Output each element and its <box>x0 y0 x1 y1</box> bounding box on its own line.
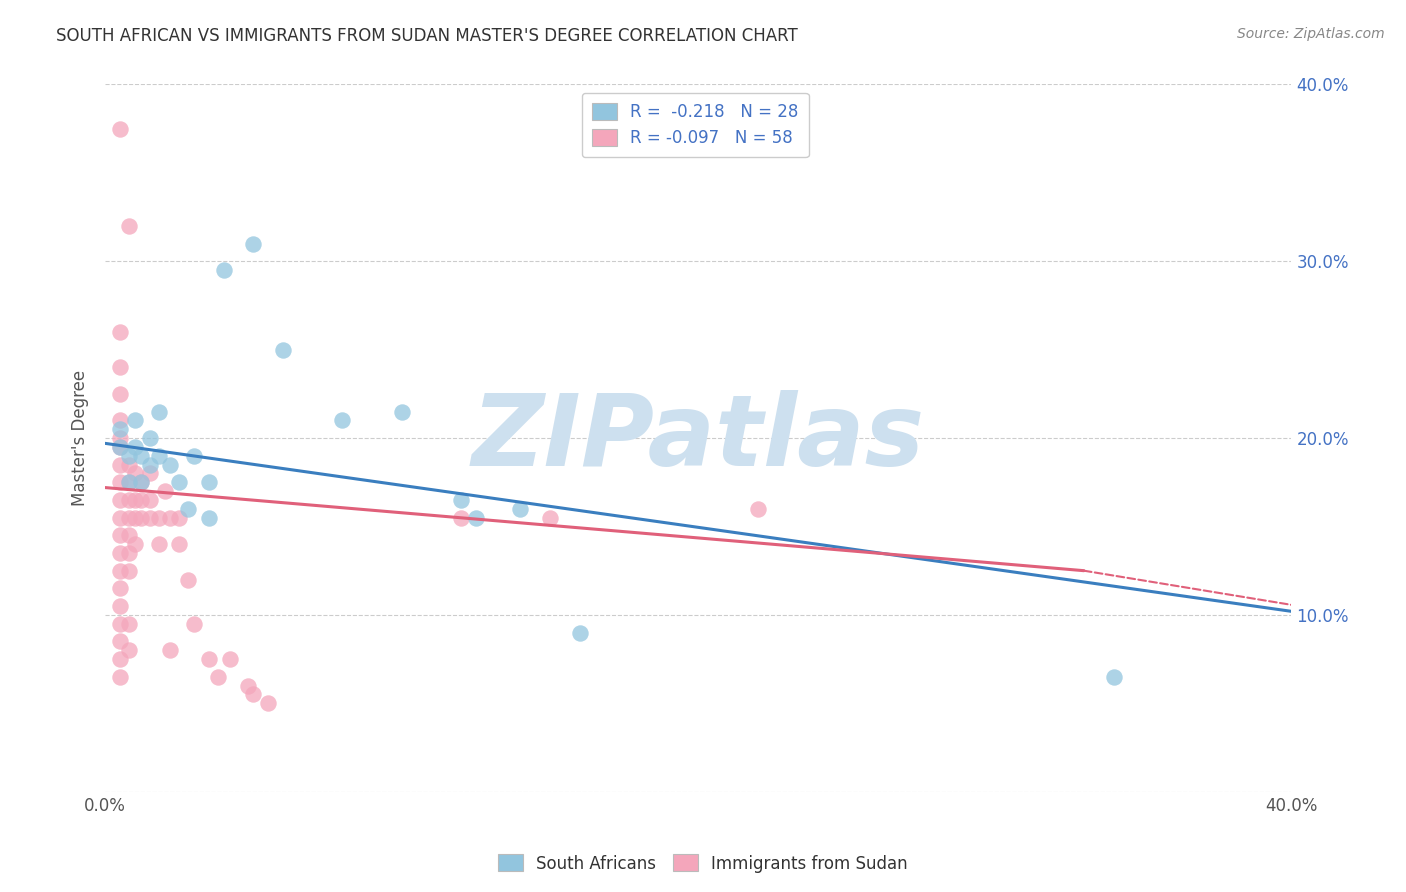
Point <box>129 475 152 490</box>
Point <box>108 458 131 472</box>
Point <box>153 484 176 499</box>
Point <box>108 634 131 648</box>
Point <box>138 510 160 524</box>
Point <box>118 449 141 463</box>
Point <box>257 696 280 710</box>
Point <box>236 679 259 693</box>
Point <box>118 510 141 524</box>
Point <box>271 343 294 357</box>
Point <box>450 492 472 507</box>
Point <box>108 599 131 613</box>
Point <box>108 616 131 631</box>
Point <box>124 413 146 427</box>
Point <box>108 652 131 666</box>
Point <box>148 537 170 551</box>
Point <box>568 625 591 640</box>
Point <box>124 492 146 507</box>
Point <box>108 564 131 578</box>
Point <box>124 440 146 454</box>
Point <box>138 467 160 481</box>
Point <box>148 510 170 524</box>
Point <box>198 475 221 490</box>
Point <box>108 325 131 339</box>
Text: ZIPatlas: ZIPatlas <box>472 390 925 486</box>
Point <box>129 492 152 507</box>
Point <box>129 510 152 524</box>
Point <box>118 492 141 507</box>
Point <box>198 510 221 524</box>
Point <box>169 537 191 551</box>
Point <box>207 670 229 684</box>
Point <box>124 467 146 481</box>
Point <box>159 510 181 524</box>
Point <box>242 688 264 702</box>
Point <box>108 440 131 454</box>
Point <box>332 413 354 427</box>
Text: Source: ZipAtlas.com: Source: ZipAtlas.com <box>1237 27 1385 41</box>
Point <box>118 546 141 560</box>
Y-axis label: Master's Degree: Master's Degree <box>72 370 89 506</box>
Point <box>129 475 152 490</box>
Point <box>118 219 141 233</box>
Point <box>118 475 141 490</box>
Point <box>118 528 141 542</box>
Point <box>177 573 200 587</box>
Point <box>108 360 131 375</box>
Point <box>177 501 200 516</box>
Point <box>108 510 131 524</box>
Point <box>108 431 131 445</box>
Point <box>108 413 131 427</box>
Legend: R =  -0.218   N = 28, R = -0.097   N = 58: R = -0.218 N = 28, R = -0.097 N = 58 <box>582 93 808 158</box>
Point <box>538 510 561 524</box>
Point <box>464 510 486 524</box>
Point <box>391 404 413 418</box>
Point <box>212 263 235 277</box>
Point <box>138 458 160 472</box>
Point <box>183 616 205 631</box>
Legend: South Africans, Immigrants from Sudan: South Africans, Immigrants from Sudan <box>491 847 915 880</box>
Point <box>747 501 769 516</box>
Point <box>108 475 131 490</box>
Point <box>108 582 131 596</box>
Point <box>108 492 131 507</box>
Point <box>159 458 181 472</box>
Point <box>148 449 170 463</box>
Point <box>118 643 141 657</box>
Point <box>509 501 531 516</box>
Point <box>108 440 131 454</box>
Point <box>138 431 160 445</box>
Point <box>108 528 131 542</box>
Point <box>108 387 131 401</box>
Point <box>118 616 141 631</box>
Point <box>118 475 141 490</box>
Point <box>129 449 152 463</box>
Point <box>118 564 141 578</box>
Point <box>124 510 146 524</box>
Point <box>159 643 181 657</box>
Point <box>1102 670 1125 684</box>
Point <box>108 121 131 136</box>
Point <box>169 475 191 490</box>
Point <box>124 537 146 551</box>
Point <box>183 449 205 463</box>
Point <box>108 670 131 684</box>
Point <box>108 546 131 560</box>
Point <box>169 510 191 524</box>
Point <box>198 652 221 666</box>
Point <box>242 236 264 251</box>
Point <box>138 492 160 507</box>
Point <box>148 404 170 418</box>
Point <box>118 458 141 472</box>
Point <box>108 422 131 436</box>
Point <box>450 510 472 524</box>
Text: SOUTH AFRICAN VS IMMIGRANTS FROM SUDAN MASTER'S DEGREE CORRELATION CHART: SOUTH AFRICAN VS IMMIGRANTS FROM SUDAN M… <box>56 27 799 45</box>
Point <box>218 652 240 666</box>
